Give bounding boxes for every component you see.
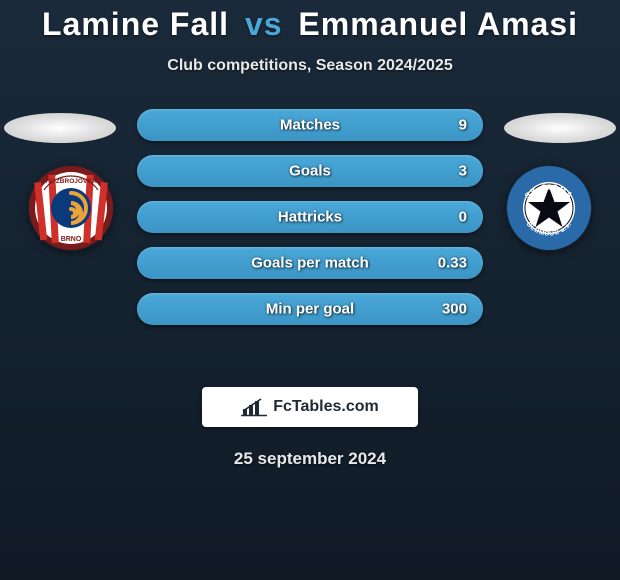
team-badge-right: SK SIGMA OLOMOUC a.s. (506, 165, 592, 251)
stat-value: 0 (459, 209, 467, 226)
stats-area: FC ZBROJOVKA BRNO SK SIGMA OLOMOUC a.s. … (0, 105, 620, 365)
fc-zbrojovka-brno-icon: FC ZBROJOVKA BRNO (28, 165, 114, 251)
stat-value: 3 (459, 163, 467, 180)
stat-row-min-per-goal: Min per goal 300 (137, 293, 483, 325)
page-title: Lamine Fall vs Emmanuel Amasi (0, 0, 620, 43)
date-text: 25 september 2024 (0, 449, 620, 469)
stat-value: 300 (442, 301, 467, 318)
stat-label: Goals per match (251, 255, 369, 272)
stat-row-goals: Goals 3 (137, 155, 483, 187)
stat-label: Matches (280, 117, 340, 134)
stat-row-matches: Matches 9 (137, 109, 483, 141)
player2-name: Emmanuel Amasi (298, 6, 578, 42)
stat-label: Hattricks (278, 209, 342, 226)
team-badge-left: FC ZBROJOVKA BRNO (28, 165, 114, 251)
stat-row-hattricks: Hattricks 0 (137, 201, 483, 233)
right-ellipse (504, 113, 616, 143)
branding-box[interactable]: FcTables.com (202, 387, 418, 427)
brand-text: FcTables.com (273, 398, 379, 416)
stat-label: Goals (289, 163, 331, 180)
player1-name: Lamine Fall (42, 6, 229, 42)
sk-sigma-olomouc-icon: SK SIGMA OLOMOUC a.s. (506, 165, 592, 251)
vs-text: vs (245, 6, 283, 42)
stat-label: Min per goal (266, 301, 354, 318)
stat-rows: Matches 9 Goals 3 Hattricks 0 Goals per … (137, 109, 483, 325)
stat-value: 9 (459, 117, 467, 134)
stat-row-goals-per-match: Goals per match 0.33 (137, 247, 483, 279)
svg-text:FC ZBROJOVKA: FC ZBROJOVKA (45, 178, 97, 185)
left-ellipse (4, 113, 116, 143)
bar-chart-icon (241, 397, 267, 417)
stat-value: 0.33 (438, 255, 467, 272)
svg-text:BRNO: BRNO (61, 236, 82, 243)
subtitle: Club competitions, Season 2024/2025 (0, 57, 620, 75)
